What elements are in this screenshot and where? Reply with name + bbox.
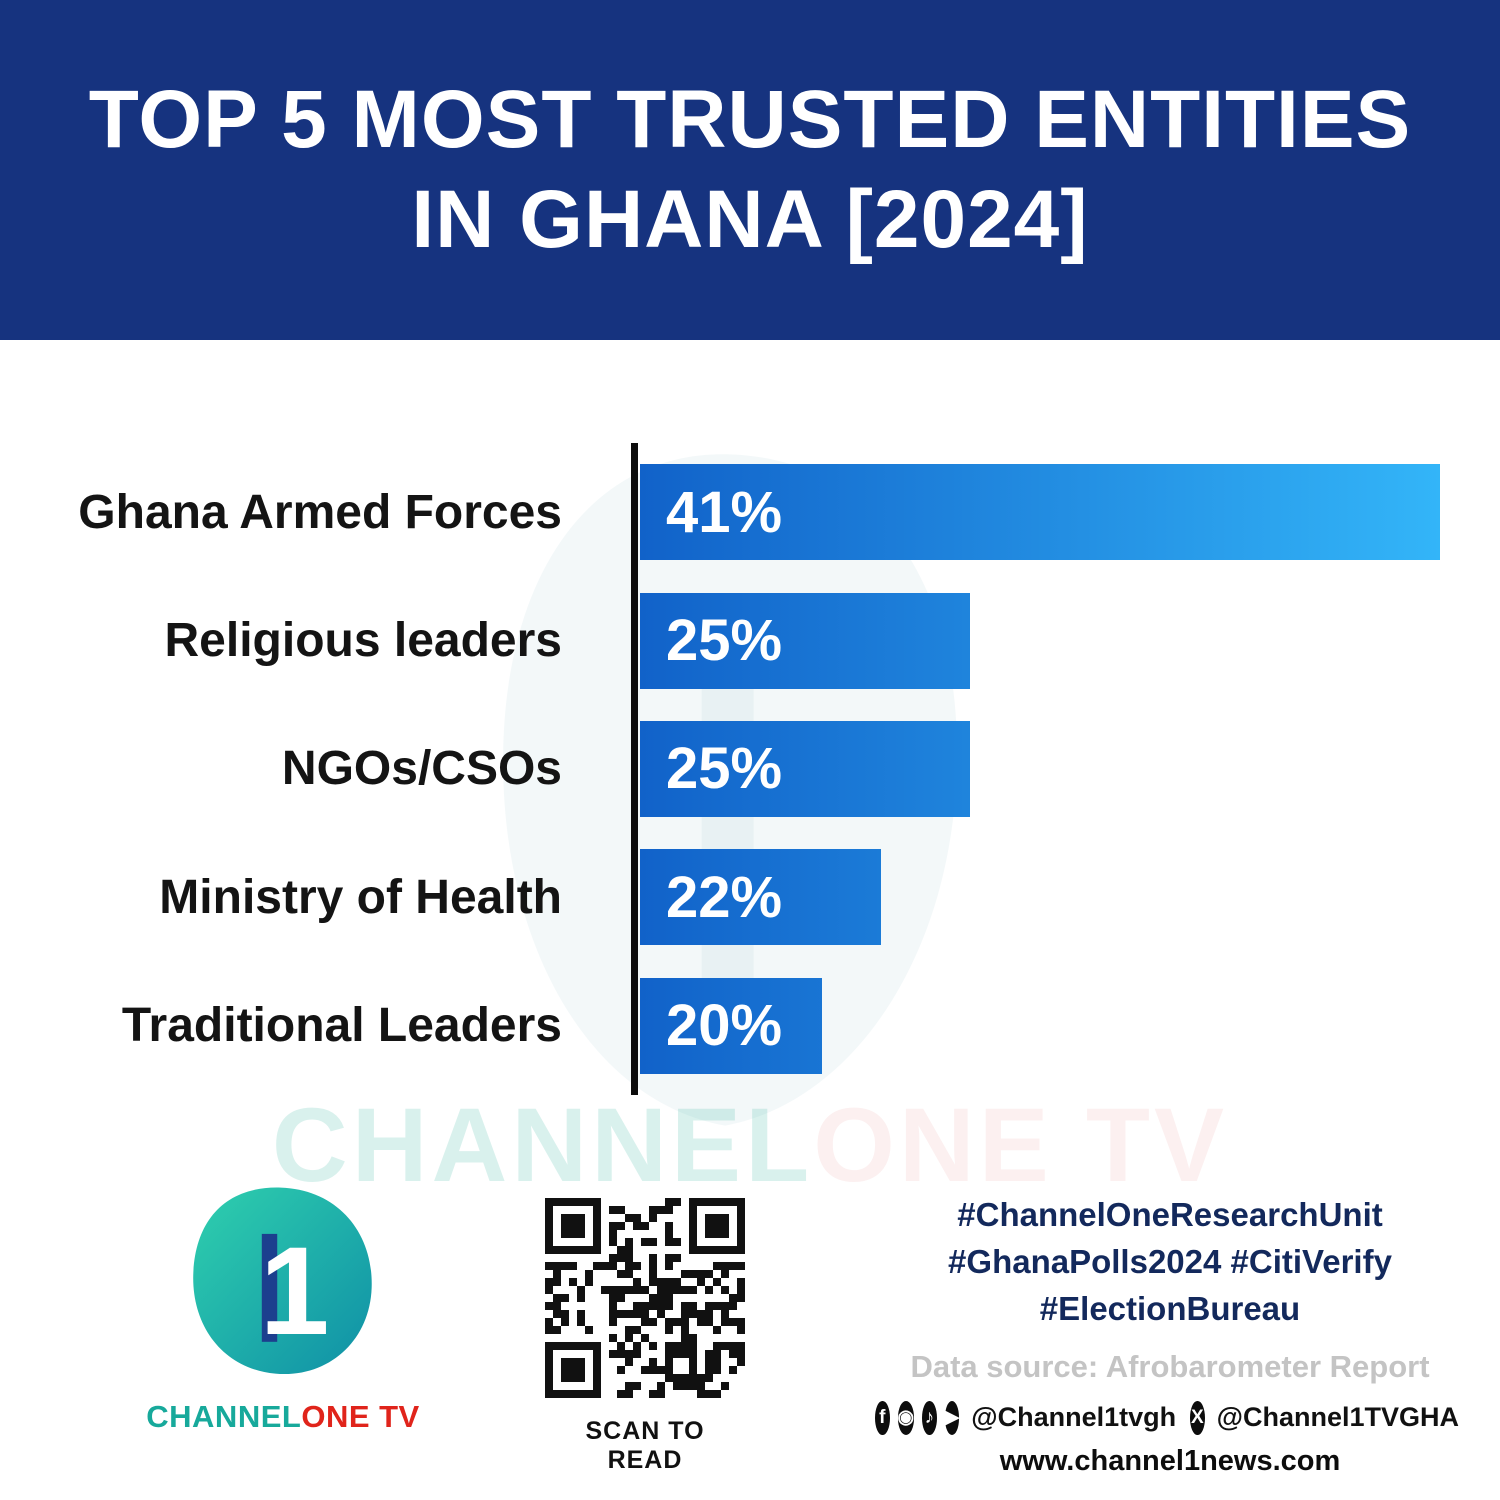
- bar-label: Ghana Armed Forces: [78, 485, 562, 539]
- wordmark-one-tv: ONE TV: [301, 1399, 420, 1434]
- bar: 41%: [640, 464, 1440, 561]
- bar-label: Religious leaders: [164, 614, 562, 668]
- bar-label: NGOs/CSOs: [281, 742, 562, 796]
- qr-block: SCAN TO READ: [545, 1198, 745, 1475]
- title-line-1: TOP 5 MOST TRUSTED ENTITIES: [88, 73, 1412, 165]
- hashtags: #ChannelOneResearchUnit #GhanaPolls2024 …: [875, 1192, 1465, 1333]
- bar-value-label: 22%: [666, 864, 783, 930]
- bar-value-label: 20%: [666, 993, 783, 1059]
- bar-value-label: 25%: [666, 736, 783, 802]
- page-title: TOP 5 MOST TRUSTED ENTITIES IN GHANA [20…: [89, 70, 1411, 270]
- channel-one-logo: 1 CHANNELONE TV: [118, 1178, 448, 1435]
- hashtag-line: #ChannelOneResearchUnit: [957, 1196, 1383, 1233]
- bar: 22%: [640, 849, 881, 946]
- wordmark-channel: CHANNEL: [146, 1399, 302, 1434]
- chart-axis-line: [631, 443, 638, 1095]
- bar-label: Traditional Leaders: [121, 999, 562, 1053]
- footer-info: #ChannelOneResearchUnit #GhanaPolls2024 …: [875, 1192, 1465, 1478]
- data-source-note: Data source: Afrobarometer Report: [910, 1348, 1430, 1384]
- chart-row: NGOs/CSOs 25%: [0, 705, 1500, 833]
- bar: 20%: [640, 977, 823, 1074]
- hashtag-line: #ElectionBureau: [1039, 1289, 1301, 1327]
- bar-area: 25%: [640, 592, 1440, 689]
- chart-row: Ministry of Health 22%: [0, 833, 1500, 961]
- hashtag-line: #GhanaPolls2024 #CitiVerify: [948, 1242, 1392, 1280]
- social-row: f ◉ ♪ ▶ @Channel1tvgh X @Channel1TVGHA: [875, 1400, 1465, 1435]
- chart-row: Religious leaders 25%: [0, 576, 1500, 704]
- x-icon: X: [1190, 1400, 1205, 1435]
- bar-area: 20%: [640, 977, 1440, 1074]
- channel-one-logo-icon: 1: [193, 1187, 372, 1375]
- bar: 25%: [640, 720, 970, 817]
- bar-area: 22%: [640, 849, 1440, 946]
- website-url: www.channel1news.com: [999, 1444, 1341, 1477]
- bar-area: 41%: [640, 464, 1440, 561]
- title-line-2: IN GHANA [2024]: [411, 174, 1089, 265]
- tiktok-icon: ♪: [922, 1400, 937, 1435]
- social-handle-x: @Channel1TVGHA: [1216, 1402, 1459, 1433]
- bar-chart: Ghana Armed Forces 41% Religious leaders 25…: [0, 443, 1500, 1095]
- watermark-part-2: ONE TV: [813, 1087, 1229, 1204]
- svg-text:1: 1: [260, 1221, 330, 1361]
- chart-row: Ghana Armed Forces 41%: [0, 448, 1500, 576]
- bar-value-label: 41%: [666, 479, 783, 545]
- youtube-icon: ▶: [944, 1400, 960, 1435]
- bar-value-label: 25%: [666, 608, 783, 674]
- facebook-icon: f: [875, 1400, 890, 1435]
- social-handle-primary: @Channel1tvgh: [971, 1402, 1177, 1433]
- chart-row: Traditional Leaders 20%: [0, 962, 1500, 1090]
- bar-label: Ministry of Health: [159, 870, 562, 924]
- header-banner: TOP 5 MOST TRUSTED ENTITIES IN GHANA [20…: [0, 0, 1500, 340]
- instagram-icon: ◉: [897, 1400, 915, 1435]
- bar-area: 25%: [640, 720, 1440, 817]
- chart-rows: Ghana Armed Forces 41% Religious leaders 25…: [0, 448, 1500, 1090]
- bar: 25%: [640, 592, 970, 689]
- qr-code: [545, 1198, 745, 1398]
- channel-one-wordmark: CHANNELONE TV: [118, 1399, 448, 1435]
- qr-caption: SCAN TO READ: [585, 1417, 705, 1474]
